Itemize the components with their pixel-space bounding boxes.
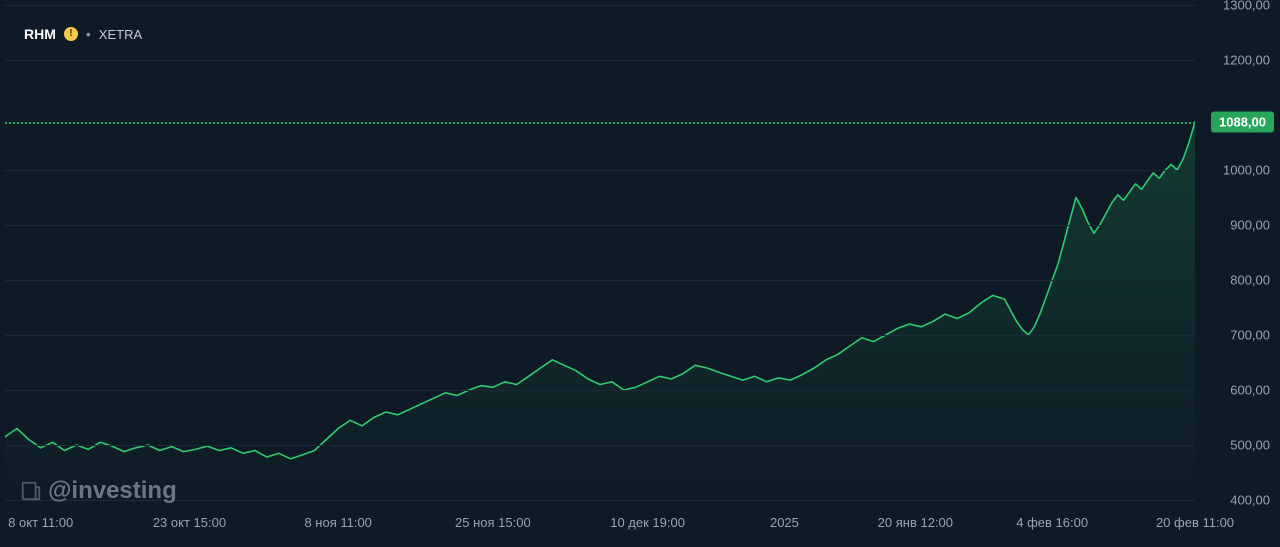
grid-line bbox=[5, 60, 1195, 61]
watermark: @investing bbox=[20, 477, 177, 505]
grid-line bbox=[5, 335, 1195, 336]
watermark-text: @investing bbox=[48, 477, 177, 505]
x-axis-label: 10 дек 19:00 bbox=[610, 515, 685, 530]
x-axis-label: 4 фев 16:00 bbox=[1016, 515, 1088, 530]
y-axis-label: 800,00 bbox=[1230, 273, 1270, 288]
y-axis-label: 500,00 bbox=[1230, 438, 1270, 453]
grid-line bbox=[5, 225, 1195, 226]
y-axis-label: 1000,00 bbox=[1223, 163, 1270, 178]
current-price-badge[interactable]: 1088,00 bbox=[1211, 111, 1274, 132]
warning-icon[interactable]: ! bbox=[64, 27, 78, 41]
x-axis-label: 25 ноя 15:00 bbox=[455, 515, 531, 530]
x-axis-label: 20 янв 12:00 bbox=[878, 515, 953, 530]
x-axis-label: 8 ноя 11:00 bbox=[304, 515, 371, 530]
current-price-value: 1088,00 bbox=[1219, 114, 1266, 129]
grid-line bbox=[5, 390, 1195, 391]
current-price-line bbox=[5, 122, 1195, 124]
separator-dot: • bbox=[86, 26, 91, 42]
grid-line bbox=[5, 5, 1195, 6]
stock-chart-container: RHM ! • XETRA 1088,00 400,00 500,00 600,00… bbox=[0, 0, 1280, 547]
x-axis-label: 20 фев 11:00 bbox=[1156, 515, 1234, 530]
x-axis-label: 8 окт 11:00 bbox=[8, 515, 73, 530]
x-axis-label: 2025 bbox=[770, 515, 799, 530]
grid-line bbox=[5, 445, 1195, 446]
y-axis-label: 900,00 bbox=[1230, 218, 1270, 233]
y-axis-label: 1200,00 bbox=[1223, 53, 1270, 68]
x-axis: 8 окт 11:00 23 окт 15:00 8 ноя 11:00 25 ноя… bbox=[5, 509, 1195, 539]
x-axis-label: 23 окт 15:00 bbox=[153, 515, 226, 530]
exchange-name[interactable]: XETRA bbox=[99, 27, 142, 42]
grid-line bbox=[5, 500, 1195, 501]
chart-header: RHM ! • XETRA bbox=[24, 26, 142, 42]
grid-line bbox=[5, 170, 1195, 171]
watermark-icon bbox=[20, 480, 42, 502]
chart-svg bbox=[5, 5, 1195, 500]
y-axis-label: 1300,00 bbox=[1223, 0, 1270, 13]
grid-line bbox=[5, 280, 1195, 281]
y-axis-label: 700,00 bbox=[1230, 328, 1270, 343]
y-axis-label: 600,00 bbox=[1230, 383, 1270, 398]
chart-plot-area[interactable] bbox=[5, 5, 1195, 500]
y-axis-label: 400,00 bbox=[1230, 493, 1270, 508]
y-axis: 400,00500,00600,00700,00800,00900,001000… bbox=[1195, 0, 1270, 500]
ticker-symbol[interactable]: RHM bbox=[24, 26, 56, 42]
